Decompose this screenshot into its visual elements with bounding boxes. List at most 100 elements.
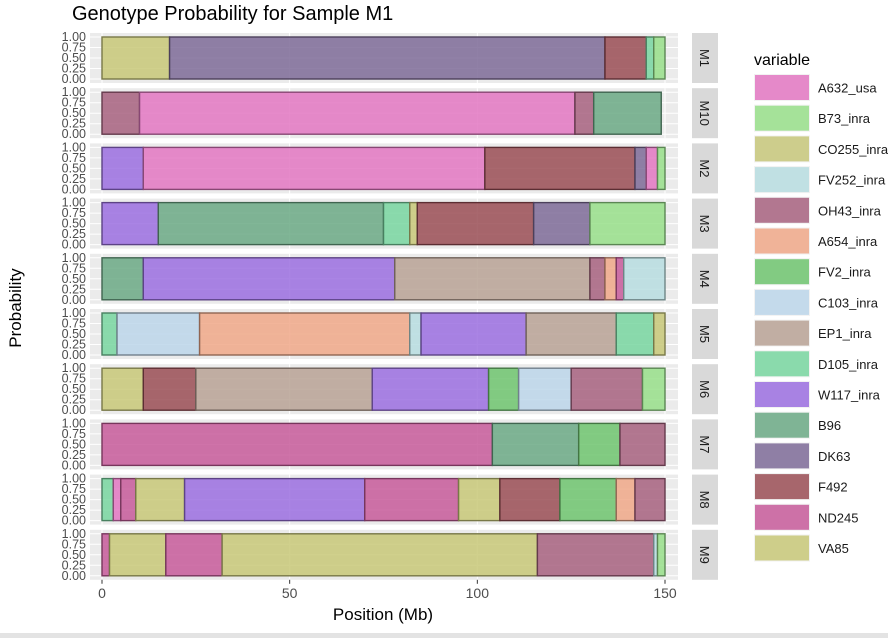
- area-segment-a654-inra: [198, 312, 411, 356]
- y-tick-label: 0.25: [62, 503, 86, 517]
- area-segment-a632-usa: [142, 146, 486, 191]
- facet-strip: [692, 88, 718, 139]
- legend-swatch: [755, 412, 809, 438]
- area-segment-fv252-inra: [409, 312, 422, 356]
- y-tick-label: 0.50: [62, 437, 86, 451]
- area-segment-nd245: [165, 533, 223, 577]
- x-tick-label: 150: [653, 585, 677, 601]
- legend-item-w117-inra: W117_inra: [754, 381, 881, 408]
- facet-strip: [692, 309, 718, 359]
- legend-label: F492: [818, 480, 848, 495]
- x-tick-label: 100: [466, 585, 490, 601]
- area-segment-d105-inra: [615, 312, 655, 356]
- y-tick-label: 0.25: [62, 227, 86, 241]
- y-tick-label: 0.00: [62, 238, 86, 252]
- legend-swatch: [755, 197, 809, 223]
- legend-swatch: [755, 535, 809, 561]
- area-segment-d105-inra: [382, 201, 411, 246]
- y-tick-label: 0.75: [62, 372, 86, 386]
- area-segment-b96: [157, 201, 385, 246]
- y-tick-label: 0.00: [62, 293, 86, 307]
- legend-item-f492: F492: [754, 473, 848, 501]
- legend-label: FV252_inra: [818, 173, 886, 188]
- legend-item-fv2-inra: FV2_inra: [754, 258, 872, 286]
- y-tick-label: 0.25: [62, 393, 86, 407]
- y-tick-label: 0.25: [62, 172, 86, 186]
- area-segment-oh43-inra: [574, 91, 595, 135]
- area-segment-fv252-inra: [623, 257, 666, 301]
- facet-strip-label: M7: [697, 435, 712, 453]
- legend-item-va85: VA85: [754, 534, 849, 562]
- y-tick-label: 0.00: [62, 182, 86, 196]
- area-segment-va85: [135, 477, 186, 522]
- y-tick-label: 0.50: [62, 51, 86, 65]
- y-tick-label: 1.00: [62, 140, 86, 154]
- y-tick-label: 0.00: [62, 458, 86, 472]
- y-tick-label: 0.00: [62, 514, 86, 528]
- area-segment-oh43-inra: [589, 257, 606, 301]
- facet-strip-label: M1: [697, 49, 712, 67]
- facet-panel-m5: 0.000.250.500.751.00 M5: [62, 306, 718, 362]
- legend-swatch: [755, 167, 809, 193]
- facet-panel-m9: 0.000.250.500.751.00 M9: [62, 527, 718, 583]
- legend-label: VA85: [818, 541, 849, 556]
- area-segment-b73-inra: [656, 146, 666, 191]
- area-segment-oh43-inra: [570, 367, 644, 411]
- y-tick-label: 0.50: [62, 493, 86, 507]
- legend-swatch: [755, 474, 809, 500]
- area-segment-c103-inra: [517, 367, 572, 411]
- y-tick-label: 0.50: [62, 217, 86, 231]
- legend-swatch: [755, 382, 809, 407]
- facet-strip: [692, 143, 718, 194]
- y-tick-label: 0.50: [62, 161, 86, 175]
- legend-swatch: [755, 75, 809, 100]
- area-segment-f492: [499, 477, 561, 522]
- legend: variable A632_usa B73_inra CO255_inra FV252…: [754, 52, 888, 562]
- area-segment-a632-usa: [645, 146, 659, 191]
- legend-item-a632-usa: A632_usa: [754, 74, 877, 101]
- area-segment-oh43-inra: [619, 422, 666, 467]
- y-tick-label: 1.00: [62, 30, 86, 44]
- legend-item-d105-inra: D105_inra: [754, 350, 879, 378]
- legend-swatch: [755, 320, 809, 346]
- area-segment-nd245: [615, 257, 625, 301]
- legend-label: A654_inra: [818, 234, 878, 249]
- area-segment-a654-inra: [615, 477, 636, 522]
- y-axis-title: Probability: [6, 268, 25, 348]
- y-tick-label: 0.00: [62, 569, 86, 583]
- area-segment-f492: [484, 146, 636, 191]
- y-tick-label: 0.75: [62, 482, 86, 496]
- facet-panel-m6: 0.000.250.500.751.00 M6: [62, 361, 718, 417]
- area-segment-b73-inra: [589, 201, 666, 246]
- area-segment-w117-inra: [371, 367, 490, 411]
- legend-item-dk63: DK63: [754, 442, 851, 470]
- legend-item-oh43-inra: OH43_inra: [754, 196, 882, 224]
- legend-label: ND245: [818, 510, 858, 525]
- legend-swatch: [755, 136, 809, 162]
- facet-panel-m7: 0.000.250.500.751.00 M7: [62, 416, 718, 472]
- area-segment-d105-inra: [645, 36, 655, 80]
- area-segment-ep1-inra: [195, 367, 373, 411]
- y-tick-label: 0.25: [62, 558, 86, 572]
- area-segment-dk63: [168, 36, 606, 80]
- y-tick-label: 0.25: [62, 282, 86, 296]
- area-segment-a632-usa: [138, 91, 576, 135]
- y-tick-label: 0.00: [62, 403, 86, 417]
- y-tick-label: 1.00: [62, 196, 86, 210]
- legend-swatch: [755, 228, 809, 254]
- area-segment-f492: [142, 367, 197, 411]
- facet-strip-label: M5: [697, 325, 712, 343]
- area-segment-va85: [108, 533, 167, 577]
- legend-item-ep1-inra: EP1_inra: [754, 319, 872, 347]
- y-tick-label: 0.00: [62, 127, 86, 141]
- y-tick-label: 0.50: [62, 382, 86, 396]
- facet-strip: [692, 419, 718, 470]
- y-tick-label: 0.25: [62, 338, 86, 352]
- facet-strip: [692, 33, 718, 83]
- area-segment-nd245: [364, 477, 460, 522]
- facet-strip: [692, 529, 718, 580]
- y-tick-label: 0.75: [62, 317, 86, 331]
- y-tick-label: 0.75: [62, 206, 86, 220]
- x-tick-label: 0: [98, 585, 106, 601]
